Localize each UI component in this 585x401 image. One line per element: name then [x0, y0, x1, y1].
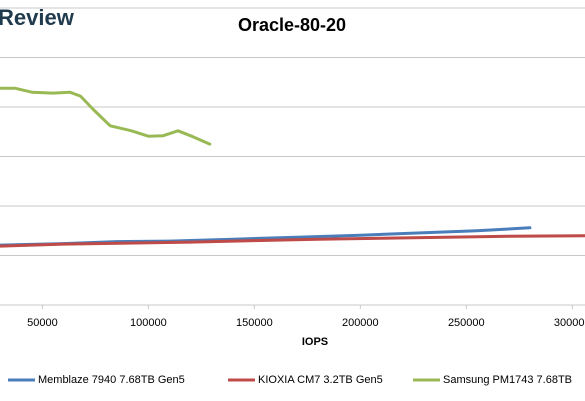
legend-label: Memblaze 7940 7.68TB Gen5 [38, 374, 185, 386]
chart-title: Oracle-80-20 [238, 15, 346, 35]
x-axis-label: IOPS [302, 336, 328, 348]
x-tick-label: 100000 [130, 317, 167, 329]
series-line [0, 86, 212, 146]
x-tick-label: 150000 [236, 317, 273, 329]
legend-label: Samsung PM1743 7.68TB [443, 374, 572, 386]
x-tick-label: 200000 [342, 317, 379, 329]
series-line [0, 234, 585, 248]
watermark: Review [0, 5, 75, 30]
x-tick-label: 250000 [448, 317, 485, 329]
x-tick-label: 300000 [554, 317, 585, 329]
x-tick-label: 50000 [27, 317, 58, 329]
legend-label: KIOXIA CM7 3.2TB Gen5 [258, 374, 383, 386]
